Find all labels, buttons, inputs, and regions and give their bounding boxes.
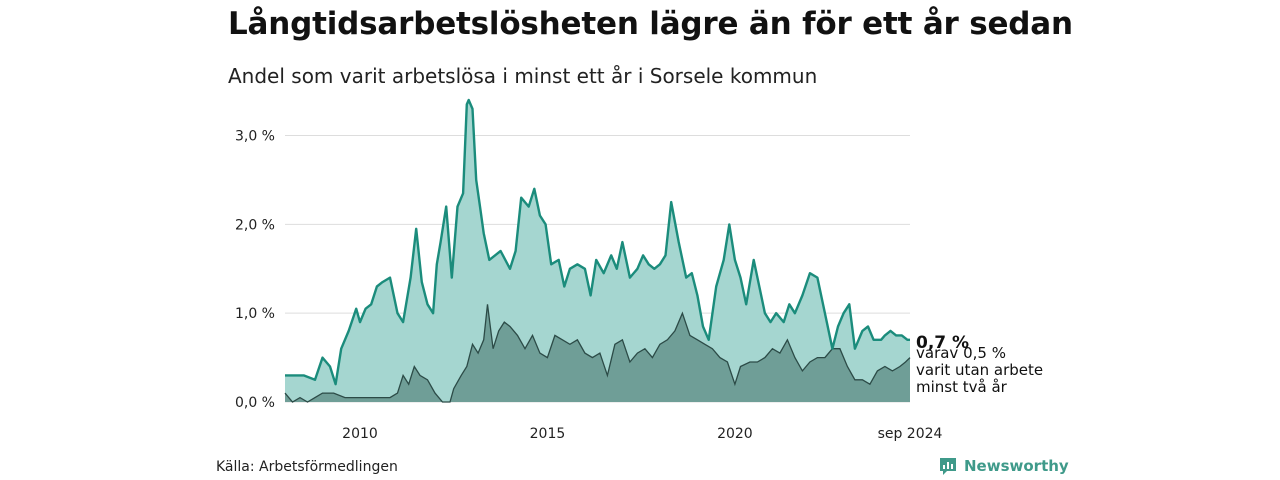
newsworthy-logo-icon bbox=[940, 458, 956, 475]
annotation-text-line: varit utan arbete bbox=[916, 361, 1043, 379]
brand-logo: Newsworthy bbox=[938, 456, 1069, 476]
annotation-value-label: 0,7 % bbox=[916, 333, 969, 353]
y-tick-label: 1,0 % bbox=[235, 306, 275, 322]
y-tick-label: 2,0 % bbox=[235, 217, 275, 233]
series-very-long-term-line bbox=[284, 304, 911, 403]
y-tick-label: 0,0 % bbox=[235, 395, 275, 411]
x-tick-label: 2020 bbox=[717, 426, 753, 442]
x-axis-ticks: 2010 2015 2020 sep 2024 bbox=[342, 426, 942, 442]
series-long-term-line bbox=[285, 98, 910, 386]
series-very-long-term-area bbox=[285, 304, 910, 402]
series-long-term-area bbox=[285, 100, 910, 402]
annotation-text-line: varav 0,5 % bbox=[916, 344, 1006, 362]
x-tick-label: 2010 bbox=[342, 426, 378, 442]
x-tick-label: sep 2024 bbox=[878, 426, 943, 442]
source-note: Källa: Arbetsförmedlingen bbox=[216, 459, 398, 475]
annotation-text-line: minst två år bbox=[916, 378, 1008, 396]
chart-subtitle: Andel som varit arbetslösa i minst ett å… bbox=[228, 64, 818, 88]
x-tick-label: 2015 bbox=[530, 426, 566, 442]
brand-name: Newsworthy bbox=[964, 457, 1069, 475]
y-tick-label: 3,0 % bbox=[235, 129, 275, 145]
chart-title: Långtidsarbetslösheten lägre än för ett … bbox=[228, 6, 1073, 42]
y-axis-ticks: 0,0 % 1,0 % 2,0 % 3,0 % bbox=[235, 129, 275, 411]
